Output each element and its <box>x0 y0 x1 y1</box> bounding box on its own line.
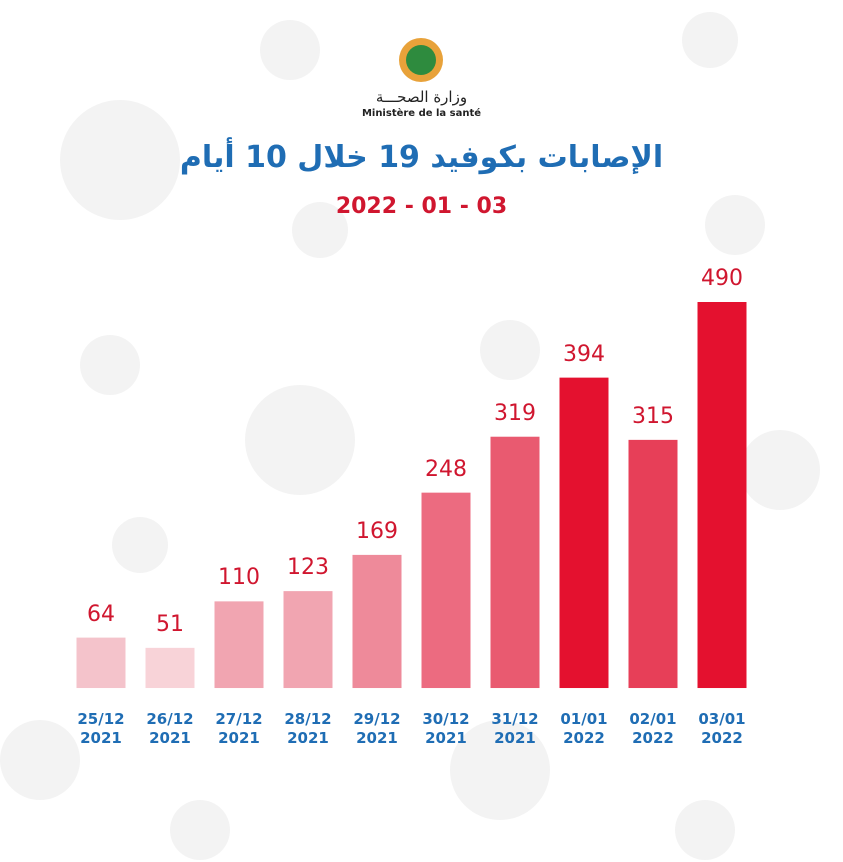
x-tick-label: 29/12 2021 <box>353 710 401 747</box>
value-label: 64 <box>87 601 115 627</box>
bar <box>76 637 126 689</box>
value-label: 319 <box>494 400 536 426</box>
bar <box>697 302 747 689</box>
x-tick-label: 02/01 2022 <box>629 710 677 747</box>
x-tick-label: 31/12 2021 <box>491 710 539 747</box>
x-tick-label: 01/01 2022 <box>560 710 608 747</box>
bar <box>628 439 678 689</box>
bar <box>352 554 402 689</box>
x-tick-label: 30/12 2021 <box>422 710 470 747</box>
decoration <box>0 12 820 860</box>
bar <box>283 591 333 689</box>
bar <box>559 377 609 689</box>
chart-title: الإصابات بكوفيد 19 خلال 10 أيام <box>179 140 664 175</box>
bar <box>421 492 471 689</box>
bar <box>145 647 195 689</box>
value-label: 169 <box>356 518 398 544</box>
ministry-ar: وزارة الصحـــة <box>375 88 468 106</box>
value-label: 315 <box>632 403 674 429</box>
value-label: 394 <box>563 341 605 367</box>
value-label: 110 <box>218 565 260 591</box>
x-tick-label: 27/12 2021 <box>215 710 263 747</box>
x-tick-label: 26/12 2021 <box>146 710 194 747</box>
value-label: 123 <box>287 555 329 581</box>
value-label: 490 <box>701 266 743 291</box>
x-tick-label: 28/12 2021 <box>284 710 332 747</box>
ministry-fr: Ministère de la santé <box>361 108 482 119</box>
value-label: 51 <box>156 611 184 637</box>
value-label: 248 <box>425 456 467 482</box>
x-tick-label: 25/12 2021 <box>77 710 125 747</box>
logo-inner <box>406 45 436 75</box>
chart-subtitle: 2022 - 01 - 03 <box>335 194 508 219</box>
bar <box>214 601 264 689</box>
x-tick-label: 03/01 2022 <box>698 710 746 747</box>
bar <box>490 436 540 689</box>
